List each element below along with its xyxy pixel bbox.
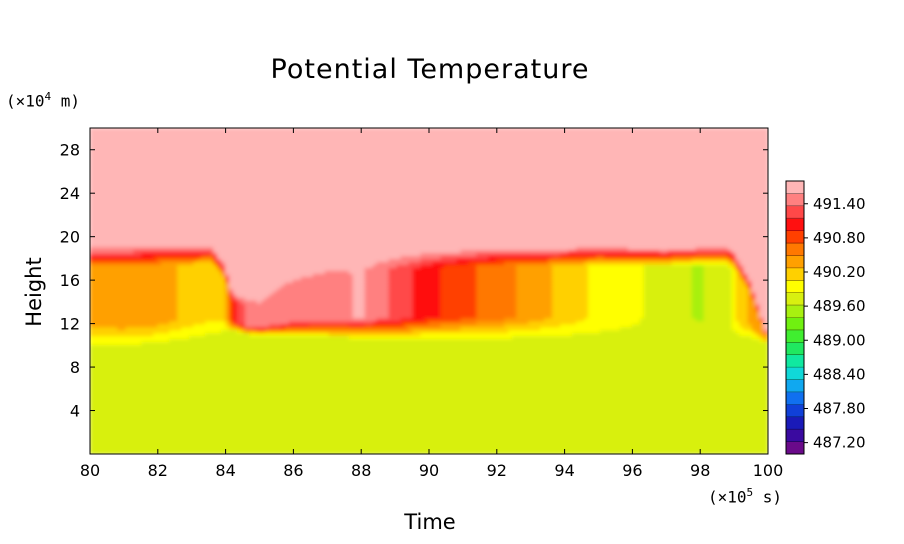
chart-title: Potential Temperature — [270, 54, 590, 85]
colorbar-swatch — [786, 305, 804, 318]
x-axis-unit: (×105 s) — [708, 486, 783, 507]
colorbar-label: 488.40 — [813, 365, 866, 383]
y-tick-label: 16 — [60, 271, 80, 290]
colorbar-label: 490.80 — [813, 229, 866, 247]
contour-field — [90, 128, 768, 454]
x-tick: 86 — [283, 128, 304, 480]
y-tick: 20 — [60, 228, 768, 247]
x-tick-label: 86 — [283, 461, 303, 480]
colorbar-swatch — [786, 218, 804, 232]
colorbar-label: 487.80 — [813, 400, 866, 418]
colorbar-label: 490.20 — [813, 263, 866, 281]
x-tick: 94 — [554, 128, 575, 480]
x-tick-label: 100 — [753, 461, 784, 480]
x-axis-label: Time — [404, 510, 456, 534]
colorbar-swatch — [786, 181, 804, 194]
colorbar-swatch — [786, 441, 804, 455]
colorbar-swatch — [786, 317, 804, 331]
colorbar-label: 489.00 — [813, 331, 866, 349]
colorbar: 491.40 490.80 490.20 489.60 489.00 488.40 487.… — [785, 180, 866, 455]
y-tick-label: 28 — [60, 141, 80, 160]
colorbar-swatch — [786, 205, 804, 219]
colorbar-swatch — [786, 255, 804, 269]
y-tick: 28 — [60, 141, 768, 160]
colorbar-swatch — [786, 416, 804, 430]
x-tick-label: 80 — [80, 461, 100, 480]
x-tick: 82 — [148, 128, 168, 480]
x-tick-label: 88 — [351, 461, 371, 480]
colorbar-swatch — [786, 292, 804, 306]
y-tick: 4 — [70, 402, 768, 421]
y-tick-label: 4 — [70, 402, 80, 421]
x-tick: 98 — [690, 128, 710, 480]
y-tick-label: 24 — [60, 184, 80, 203]
colorbar-label: 489.60 — [813, 297, 866, 315]
y-tick-label: 8 — [70, 358, 80, 377]
y-tick-label: 12 — [60, 315, 80, 334]
colorbar-swatch — [786, 193, 804, 207]
colorbar-swatch — [786, 243, 804, 256]
x-tick: 92 — [487, 128, 507, 480]
x-tick: 96 — [622, 128, 643, 480]
y-axis-label: Height — [22, 257, 46, 327]
x-tick-label: 96 — [622, 461, 642, 480]
x-tick-label: 90 — [419, 461, 439, 480]
x-tick: 88 — [351, 128, 371, 480]
colorbar-swatch — [786, 354, 804, 368]
x-tick-label: 82 — [148, 461, 168, 480]
x-tick: 90 — [419, 128, 439, 480]
colorbar-swatch — [786, 329, 804, 343]
colorbar-swatch — [786, 230, 804, 244]
colorbar-swatch — [786, 391, 804, 405]
x-tick-label: 94 — [554, 461, 574, 480]
x-tick-label: 84 — [215, 461, 235, 480]
colorbar-swatch — [786, 429, 804, 442]
x-tick: 84 — [215, 128, 236, 480]
colorbar-label: 491.40 — [813, 195, 866, 213]
y-tick-label: 20 — [60, 228, 80, 247]
colorbar-swatch — [786, 267, 804, 281]
axes: 80 82 84 86 88 90 92 94 96 98 100 4 8 12 16 20 24 28 — [60, 128, 784, 480]
colorbar-swatch — [786, 367, 804, 380]
x-tick: 80 — [80, 128, 100, 480]
y-tick: 24 — [60, 184, 768, 203]
colorbar-swatch — [786, 404, 804, 418]
colorbar-label: 487.20 — [813, 434, 866, 452]
y-tick: 12 — [60, 315, 768, 334]
x-tick: 100 — [753, 128, 784, 480]
colorbar-swatch — [786, 379, 804, 393]
x-tick-label: 98 — [690, 461, 710, 480]
colorbar-swatch — [786, 342, 804, 356]
y-tick: 8 — [70, 358, 768, 377]
x-tick-label: 92 — [487, 461, 507, 480]
y-axis-unit: (×104 m) — [6, 90, 81, 111]
y-tick: 16 — [60, 271, 768, 290]
colorbar-swatch — [786, 280, 804, 294]
